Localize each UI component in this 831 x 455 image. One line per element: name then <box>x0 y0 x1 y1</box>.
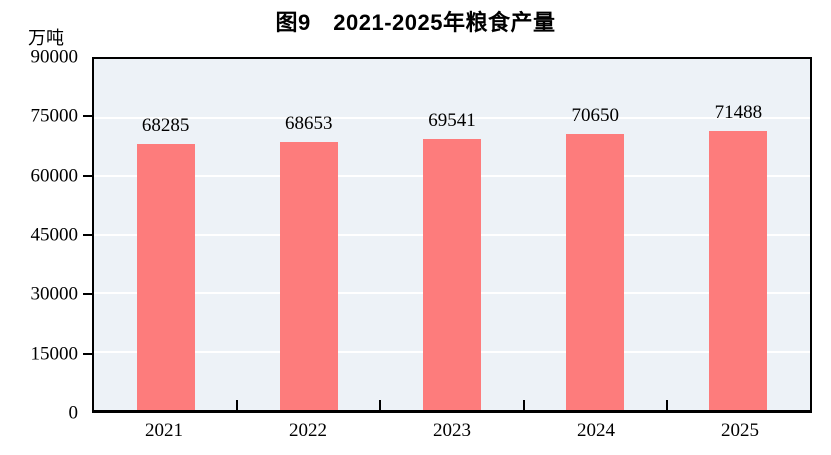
y-axis-tick <box>83 352 92 355</box>
x-axis-tick <box>665 400 668 410</box>
y-axis-tick <box>83 174 92 177</box>
y-axis-tick <box>83 293 92 296</box>
x-axis-label: 2021 <box>145 420 183 441</box>
y-axis-tick <box>83 234 92 236</box>
bar-2021 <box>136 143 195 410</box>
gridline <box>94 116 810 119</box>
y-axis-tick-label: 30000 <box>30 283 79 305</box>
y-axis-tick <box>83 115 92 118</box>
y-axis-tick-label: 0 <box>68 402 79 424</box>
bar-2023 <box>423 138 481 410</box>
y-axis-tick-label: 45000 <box>30 224 79 246</box>
chart-title: 图9 2021-2025年粮食产量 <box>275 10 556 35</box>
bar-2022 <box>279 142 338 410</box>
bar-2024 <box>566 134 625 410</box>
x-axis-label: 2024 <box>577 420 615 441</box>
bar-value-label: 68653 <box>285 113 333 135</box>
y-axis-tick-label: 15000 <box>30 343 79 365</box>
y-axis-unit-label: 万吨 <box>28 28 64 48</box>
plot-area: 68285 68653 69541 70650 71488 <box>92 57 812 413</box>
y-axis-tick-label: 75000 <box>30 105 79 127</box>
y-axis-tick-label: 90000 <box>30 46 79 68</box>
bar-value-label: 68285 <box>141 114 190 136</box>
x-axis-label: 2025 <box>721 420 759 441</box>
bar-value-label: 69541 <box>428 109 476 131</box>
bar-value-label: 70650 <box>571 105 619 127</box>
bar-value-label: 71488 <box>714 102 763 124</box>
y-axis-tick-label: 60000 <box>30 165 79 187</box>
x-axis-label: 2022 <box>289 420 327 441</box>
x-axis-tick <box>236 400 239 410</box>
x-axis-tick <box>522 400 525 410</box>
x-axis-tick <box>379 400 382 410</box>
bar-2025 <box>709 131 768 410</box>
x-axis-label: 2023 <box>433 420 471 441</box>
